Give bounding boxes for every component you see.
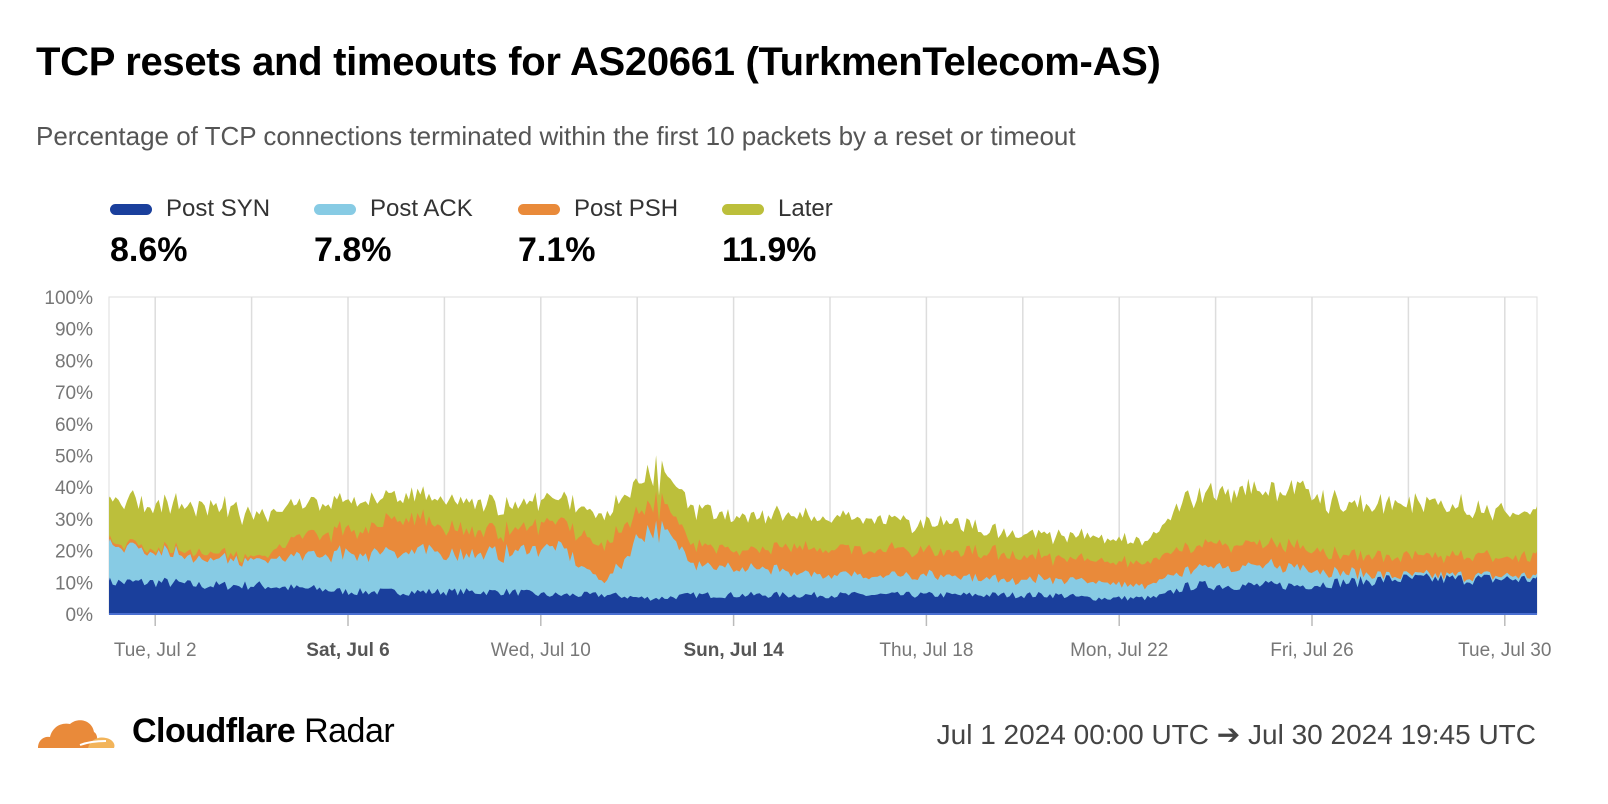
x-tick-label: Sat, Jul 6: [306, 640, 389, 661]
chart-subtitle: Percentage of TCP connections terminated…: [36, 121, 1076, 151]
legend-swatch: [722, 203, 764, 215]
x-tick-label: Fri, Jul 26: [1270, 640, 1353, 661]
legend: Post SYN 8.6% Post ACK 7.8% Post PSH 7.1…: [110, 195, 926, 270]
x-tick-label: Sun, Jul 14: [683, 640, 784, 661]
legend-label: Post SYN: [166, 195, 271, 222]
y-tick-label: 20%: [55, 542, 93, 563]
y-tick-label: 70%: [55, 383, 93, 404]
chart-title: TCP resets and timeouts for AS20661 (Tur…: [36, 40, 1161, 84]
cloudflare-cloud-icon: [38, 719, 115, 748]
area-post-syn: [109, 573, 1537, 614]
y-tick-label: 80%: [55, 351, 93, 372]
brand-name: Cloudflare: [132, 712, 296, 750]
y-tick-label: 60%: [55, 415, 93, 436]
legend-value: 7.8%: [314, 231, 392, 269]
legend-value: 7.1%: [518, 231, 596, 269]
cloudflare-radar-logo: Cloudflare Radar: [36, 712, 395, 751]
x-tick-label: Mon, Jul 22: [1070, 640, 1168, 661]
y-tick-label: 30%: [55, 510, 93, 531]
legend-item-later[interactable]: Later 11.9%: [722, 195, 926, 270]
y-tick-label: 0%: [66, 605, 94, 626]
y-tick-label: 40%: [55, 478, 93, 499]
legend-item-post-psh[interactable]: Post PSH 7.1%: [518, 195, 722, 270]
legend-swatch: [110, 203, 152, 215]
legend-swatch: [518, 203, 560, 215]
legend-value: 8.6%: [110, 231, 188, 269]
date-range: Jul 1 2024 00:00 UTC ➔ Jul 30 2024 19:45…: [936, 719, 1536, 750]
legend-value: 11.9%: [722, 231, 817, 269]
legend-item-post-ack[interactable]: Post ACK 7.8%: [314, 195, 518, 270]
legend-label: Post ACK: [370, 195, 473, 222]
legend-swatch: [314, 203, 356, 215]
y-tick-label: 10%: [55, 573, 93, 594]
x-tick-label: Tue, Jul 2: [114, 640, 197, 661]
y-tick-label: 100%: [44, 288, 93, 309]
x-tick-label: Thu, Jul 18: [879, 640, 973, 661]
x-tick-label: Tue, Jul 30: [1458, 640, 1551, 661]
brand-product: Radar: [304, 712, 395, 750]
legend-item-post-syn[interactable]: Post SYN 8.6%: [110, 195, 314, 270]
chart-plot: 0% 10% 20% 30% 40% 50% 60% 70% 80% 90% 100% Tue, Ju…: [44, 288, 1551, 661]
y-tick-label: 90%: [55, 320, 93, 341]
legend-label: Post PSH: [574, 195, 679, 222]
legend-label: Later: [778, 195, 833, 222]
x-tick-label: Wed, Jul 10: [491, 640, 591, 661]
y-tick-label: 50%: [55, 447, 93, 468]
